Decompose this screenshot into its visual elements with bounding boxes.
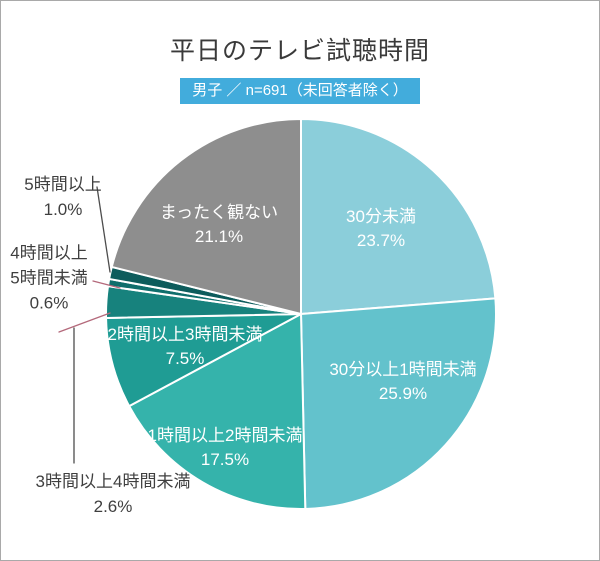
subtitle-badge: 男子 ／ n=691（未回答者除く） xyxy=(180,78,420,104)
slice-label-under-30min: 30分未満 23.7% xyxy=(346,205,416,253)
slice-label-1h-to-2h: 1時間以上2時間未満 17.5% xyxy=(148,424,303,472)
callout-4h-to-5h: 4時間以上 5時間未満 0.6% xyxy=(10,241,87,316)
callout-text: 5時間以上 xyxy=(24,175,102,194)
slice-label-text: 30分未満 xyxy=(346,207,416,226)
slice-label-30min-to-1h: 30分以上1時間未満 25.9% xyxy=(329,358,476,406)
leader-line-4-to-5h xyxy=(92,280,121,289)
callout-text: 5時間未満 xyxy=(10,268,88,288)
slice-label-text: 30分以上1時間未満 xyxy=(329,360,477,379)
pie-slice-1 xyxy=(300,297,497,510)
slice-label-value: 21.1% xyxy=(194,227,244,246)
callout-text: 4時間以上 xyxy=(10,243,88,263)
slice-label-text: まったく観ない xyxy=(159,203,279,222)
slice-label-value: 7.5% xyxy=(165,349,205,368)
callout-value: 1.0% xyxy=(43,200,83,219)
pie-slice-0 xyxy=(300,118,497,315)
slice-label-text: 1時間以上2時間未満 xyxy=(147,426,303,445)
pie-slices xyxy=(105,118,497,510)
callout-3h-to-4h: 3時間以上4時間未満 2.6% xyxy=(36,469,191,519)
leader-lines xyxy=(58,186,121,464)
slice-label-value: 25.9% xyxy=(378,384,428,403)
slice-label-value: 17.5% xyxy=(200,450,250,469)
slice-label-never-watch: まったく観ない 21.1% xyxy=(160,201,278,249)
pie-slice-7 xyxy=(110,118,302,315)
callout-5h-plus: 5時間以上 1.0% xyxy=(24,172,101,222)
chart-title: 平日のテレビ試聴時間 xyxy=(169,37,430,65)
slice-label-text: 2時間以上3時間未満 xyxy=(107,325,263,344)
callout-value: 2.6% xyxy=(93,497,133,516)
callout-value: 0.6% xyxy=(29,293,69,313)
leader-line-3-to-4h-diagonal xyxy=(58,312,111,333)
pie-slice-2 xyxy=(128,313,307,510)
leader-line-5h-plus xyxy=(96,186,111,273)
slice-label-value: 23.7% xyxy=(356,231,406,250)
slice-label-2h-to-3h: 2時間以上3時間未満 7.5% xyxy=(108,323,263,371)
subtitle-badge-row: 男子 ／ n=691（未回答者除く） xyxy=(1,78,599,104)
callout-text: 3時間以上4時間未満 xyxy=(35,472,191,491)
